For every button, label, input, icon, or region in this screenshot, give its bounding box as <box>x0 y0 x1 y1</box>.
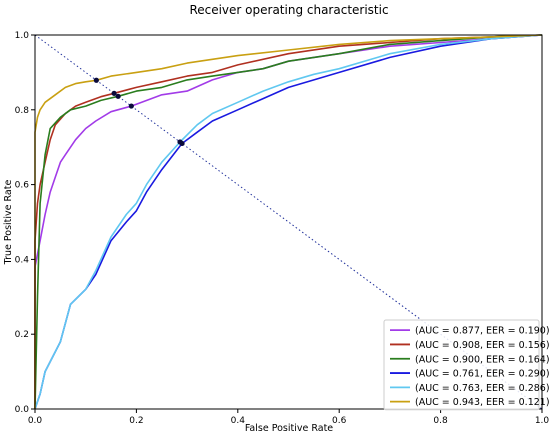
legend-label-1: (AUC = 0.877, EER = 0.190) <box>415 326 550 337</box>
y-tick-label: 1.0 <box>15 31 30 41</box>
eer-point-6 <box>93 77 99 83</box>
x-axis-label: False Positive Rate <box>245 423 333 434</box>
eer-point-3 <box>115 93 121 99</box>
eer-point-5 <box>177 139 183 145</box>
x-tick-label: 0.6 <box>332 416 347 426</box>
eer-point-2 <box>111 90 117 96</box>
x-axis: 0.0 0.2 0.4 0.6 0.8 1.0 <box>28 409 550 426</box>
legend-label-5: (AUC = 0.763, EER = 0.286) <box>415 383 550 394</box>
eer-point-1 <box>128 103 134 109</box>
legend-label-3: (AUC = 0.900, EER = 0.164) <box>415 354 550 365</box>
y-tick-label: 0.6 <box>15 181 30 191</box>
roc-curve-5 <box>34 34 543 410</box>
x-tick-label: 0.2 <box>129 416 143 426</box>
x-tick-label: 1.0 <box>535 416 550 426</box>
legend-label-4: (AUC = 0.761, EER = 0.290) <box>415 369 550 380</box>
eer-points-layer <box>93 77 185 147</box>
legend-items: (AUC = 0.877, EER = 0.190) (AUC = 0.908, … <box>390 326 550 408</box>
y-tick-label: 0.0 <box>15 405 30 415</box>
roc-curve-6 <box>34 34 543 409</box>
y-tick-label: 0.8 <box>15 106 30 116</box>
legend-box <box>383 319 540 411</box>
x-tick-label: 0.0 <box>28 416 43 426</box>
chart-title: Receiver operating characteristic <box>189 3 388 17</box>
y-axis-label: True Positive Rate <box>3 180 14 266</box>
series-layer <box>34 34 543 410</box>
x-tick-label: 0.4 <box>231 416 246 426</box>
legend-label-6: (AUC = 0.943, EER = 0.121) <box>415 397 550 408</box>
y-axis: 0.0 0.2 0.4 0.6 0.8 1.0 <box>15 31 35 415</box>
y-tick-label: 0.4 <box>15 255 30 265</box>
roc-curve-3 <box>34 34 543 410</box>
plot-area <box>34 34 543 410</box>
plot-frame <box>34 34 543 410</box>
x-tick-label: 0.8 <box>433 416 448 426</box>
legend-label-2: (AUC = 0.908, EER = 0.156) <box>415 340 550 351</box>
y-tick-label: 0.2 <box>15 330 29 340</box>
legend: (AUC = 0.877, EER = 0.190) (AUC = 0.908, … <box>383 319 550 411</box>
